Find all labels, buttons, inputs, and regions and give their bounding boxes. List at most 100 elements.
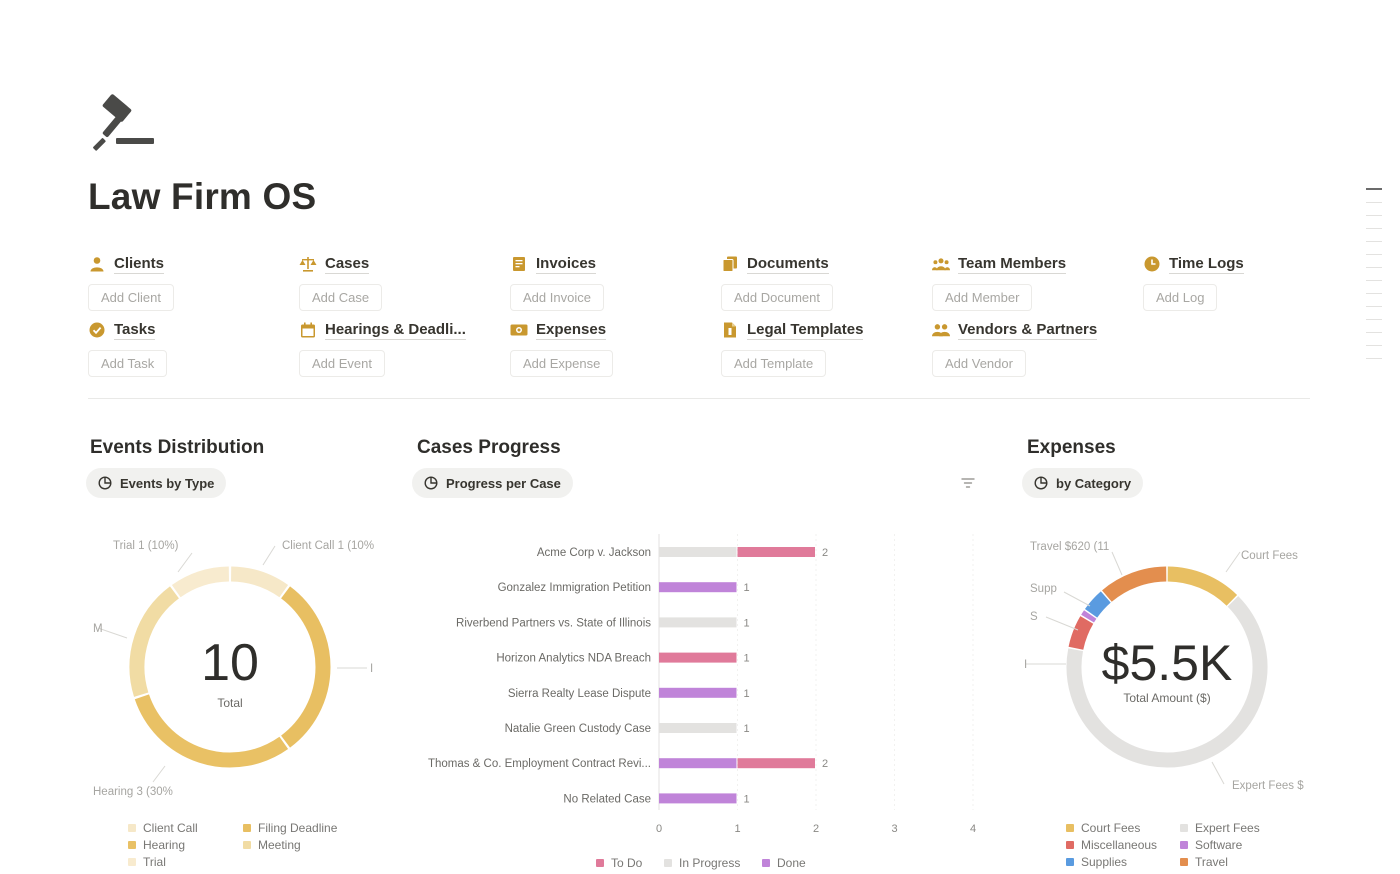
database-link[interactable]: Team Members — [932, 250, 1132, 278]
receipt-icon — [510, 255, 528, 273]
outline-marker[interactable] — [1366, 215, 1382, 216]
expenses-slice-miscellaneous[interactable] — [1068, 616, 1094, 651]
legend-item[interactable]: Expert Fees — [1180, 821, 1260, 835]
bar-done[interactable] — [659, 582, 737, 593]
add-entry-button[interactable]: Add Client — [88, 284, 174, 311]
legend-item[interactable]: Filing Deadline — [243, 821, 337, 835]
outline-marker[interactable] — [1366, 267, 1382, 268]
expenses-slice-expert-fees[interactable] — [1066, 596, 1268, 768]
outline-marker[interactable] — [1366, 188, 1382, 190]
money-icon — [510, 321, 528, 339]
outline-marker[interactable] — [1366, 280, 1382, 281]
legend-item[interactable]: Client Call — [128, 821, 198, 835]
legend-item[interactable]: Meeting — [243, 838, 301, 852]
legend-item[interactable]: Done — [762, 856, 806, 870]
database-link[interactable]: Invoices — [510, 250, 710, 278]
legend-item[interactable]: Travel — [1180, 855, 1228, 869]
database-link[interactable]: Hearings & Deadli... — [299, 316, 499, 344]
legend-label: Court Fees — [1081, 821, 1141, 835]
database-link[interactable]: Clients — [88, 250, 288, 278]
legend-label: Filing Deadline — [258, 821, 338, 835]
add-entry-button[interactable]: Add Document — [721, 284, 833, 311]
outline-marker[interactable] — [1366, 293, 1382, 294]
legend-item[interactable]: Supplies — [1066, 855, 1127, 869]
database-link-vendors-partners: Vendors & Partners Add Vendor — [932, 316, 1132, 380]
bar-total-label: 1 — [744, 617, 750, 629]
events-donut-chart: Trial 1 (10%) Client Call 1 (10% M I Hea… — [93, 540, 374, 798]
events-slice-trial[interactable] — [171, 566, 230, 598]
expenses-slice-software[interactable] — [1081, 610, 1097, 623]
events-view-label: Events by Type — [120, 475, 215, 491]
outline-marker[interactable] — [1366, 228, 1382, 229]
filter-icon[interactable] — [960, 476, 976, 490]
add-entry-button[interactable]: Add Event — [299, 350, 385, 377]
database-link[interactable]: Tasks — [88, 316, 288, 344]
legend-label: Client Call — [143, 821, 198, 835]
x-tick-label: 1 — [734, 823, 740, 835]
events-label-trial: Trial 1 (10%) — [113, 540, 179, 552]
outline-marker[interactable] — [1366, 254, 1382, 255]
outline-marker[interactable] — [1366, 332, 1382, 333]
database-link[interactable]: Cases — [299, 250, 499, 278]
add-entry-button[interactable]: Add Invoice — [510, 284, 604, 311]
legend-label: Done — [777, 856, 806, 870]
add-entry-button[interactable]: Add Vendor — [932, 350, 1026, 377]
legend-swatch — [664, 859, 672, 867]
database-link[interactable]: Expenses — [510, 316, 710, 344]
events-slice-meeting[interactable] — [129, 586, 180, 697]
expenses-slice-court-fees[interactable] — [1167, 566, 1238, 606]
database-link-clients: Clients Add Client — [88, 250, 288, 314]
pie-chart-icon — [98, 476, 112, 490]
database-link[interactable]: Time Logs — [1143, 250, 1343, 278]
case-label: Riverbend Partners vs. State of Illinois — [456, 617, 651, 629]
cases-view-tab[interactable]: Progress per Case — [412, 468, 573, 498]
add-entry-button[interactable]: Add Template — [721, 350, 827, 377]
documents-icon — [721, 255, 739, 273]
pie-chart-icon — [424, 476, 438, 490]
outline-marker[interactable] — [1366, 345, 1382, 346]
outline-marker[interactable] — [1366, 202, 1382, 203]
legend-label: Miscellaneous — [1081, 838, 1158, 852]
page-outline[interactable] — [1366, 188, 1382, 371]
database-link[interactable]: Legal Templates — [721, 316, 921, 344]
outline-marker[interactable] — [1366, 241, 1382, 242]
bar-done[interactable] — [659, 687, 737, 698]
database-link[interactable]: Vendors & Partners — [932, 316, 1132, 344]
database-link-tasks: Tasks Add Task — [88, 316, 288, 380]
legend-swatch — [762, 859, 770, 867]
bar-in-progress[interactable] — [659, 547, 737, 557]
outline-marker[interactable] — [1366, 306, 1382, 307]
events-slice-filing-deadline[interactable] — [280, 586, 331, 748]
legend-item[interactable]: To Do — [596, 856, 642, 870]
add-entry-button[interactable]: Add Expense — [510, 350, 614, 377]
legend-item[interactable]: Hearing — [128, 838, 185, 852]
events-slice-client-call[interactable] — [230, 566, 289, 598]
outline-marker[interactable] — [1366, 358, 1382, 359]
bar-in-progress[interactable] — [659, 617, 737, 628]
bar-total-label: 1 — [744, 582, 750, 594]
add-entry-button[interactable]: Add Task — [88, 350, 168, 377]
legend-item[interactable]: In Progress — [664, 856, 740, 870]
bar-to-do[interactable] — [659, 652, 737, 663]
legend-item[interactable]: Miscellaneous — [1066, 838, 1157, 852]
events-slice-hearing[interactable] — [134, 694, 289, 768]
expenses-view-tab[interactable]: by Category — [1022, 468, 1144, 498]
bar-done[interactable] — [659, 793, 737, 804]
events-view-tab[interactable]: Events by Type — [86, 468, 227, 498]
bar-done[interactable] — [659, 758, 737, 769]
outline-marker[interactable] — [1366, 319, 1382, 320]
expenses-slice-supplies[interactable] — [1084, 591, 1111, 618]
legend-item[interactable]: Trial — [128, 855, 166, 869]
add-entry-button[interactable]: Add Case — [299, 284, 383, 311]
legend-item[interactable]: Court Fees — [1066, 821, 1140, 835]
database-label: Time Logs — [1169, 254, 1244, 274]
database-link[interactable]: Documents — [721, 250, 921, 278]
expenses-slice-travel[interactable] — [1102, 566, 1167, 602]
bar-to-do[interactable] — [737, 758, 816, 769]
legend-item[interactable]: Software — [1180, 838, 1242, 852]
add-entry-button[interactable]: Add Log — [1143, 284, 1218, 311]
add-entry-button[interactable]: Add Member — [932, 284, 1033, 311]
bar-to-do[interactable] — [737, 547, 816, 557]
bar-in-progress[interactable] — [659, 723, 737, 733]
expenses-label-misc: I — [1024, 659, 1027, 671]
